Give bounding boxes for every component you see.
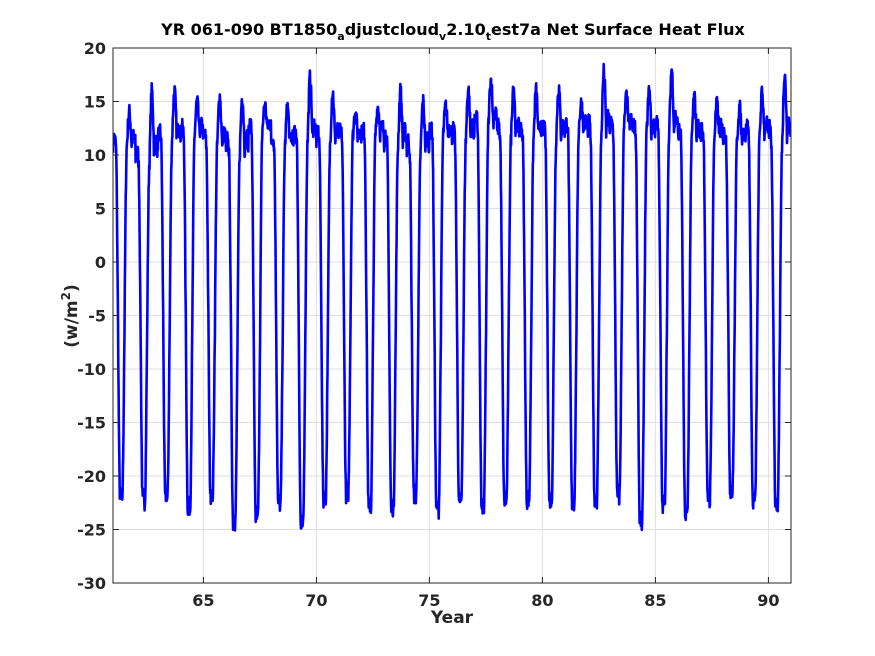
series-line bbox=[113, 62, 791, 532]
x-axis-label: Year bbox=[430, 608, 474, 628]
x-tick-label: 90 bbox=[757, 591, 779, 610]
y-tick-label: -20 bbox=[77, 467, 106, 486]
title-part: est7a Net Surface Heat Flux bbox=[491, 20, 746, 39]
y-label-end: ) bbox=[62, 284, 82, 292]
y-axis-label: (w/m2) bbox=[59, 284, 82, 348]
x-tick-label: 75 bbox=[418, 591, 440, 610]
x-tick-label: 70 bbox=[305, 591, 327, 610]
x-tick-label: 85 bbox=[644, 591, 666, 610]
title-part: 2.10 bbox=[446, 20, 485, 39]
tick-marks bbox=[113, 47, 791, 584]
y-label-base: (w/m bbox=[62, 300, 82, 347]
y-tick-label: 5 bbox=[95, 200, 106, 219]
chart-title: YR 061-090 BT1850adjustcloudv2.10test7a … bbox=[160, 20, 745, 43]
plot-area bbox=[113, 62, 791, 532]
y-tick-label: -5 bbox=[88, 307, 106, 326]
title-part: a bbox=[337, 30, 344, 43]
x-tick-labels: 65 70 75 80 85 90 bbox=[192, 591, 779, 610]
y-tick-label: 15 bbox=[84, 93, 106, 112]
title-part: YR 061-090 BT1850 bbox=[160, 20, 337, 39]
y-tick-label: -25 bbox=[77, 521, 106, 540]
title-part: v bbox=[439, 30, 447, 43]
title-part: t bbox=[486, 30, 491, 43]
y-tick-label: -10 bbox=[77, 360, 106, 379]
y-tick-label: 0 bbox=[95, 253, 106, 272]
x-tick-label: 65 bbox=[192, 591, 214, 610]
y-tick-label: 10 bbox=[84, 146, 106, 165]
title-part: djustcloud bbox=[345, 20, 439, 39]
y-tick-labels: 20 15 10 5 0 -5 -10 -15 -20 -25 -30 bbox=[77, 39, 106, 593]
y-tick-label: -15 bbox=[77, 414, 106, 433]
y-label-superscript: 2 bbox=[59, 292, 73, 300]
y-tick-label: -30 bbox=[77, 574, 106, 593]
x-tick-label: 80 bbox=[531, 591, 553, 610]
y-tick-label: 20 bbox=[84, 39, 106, 58]
